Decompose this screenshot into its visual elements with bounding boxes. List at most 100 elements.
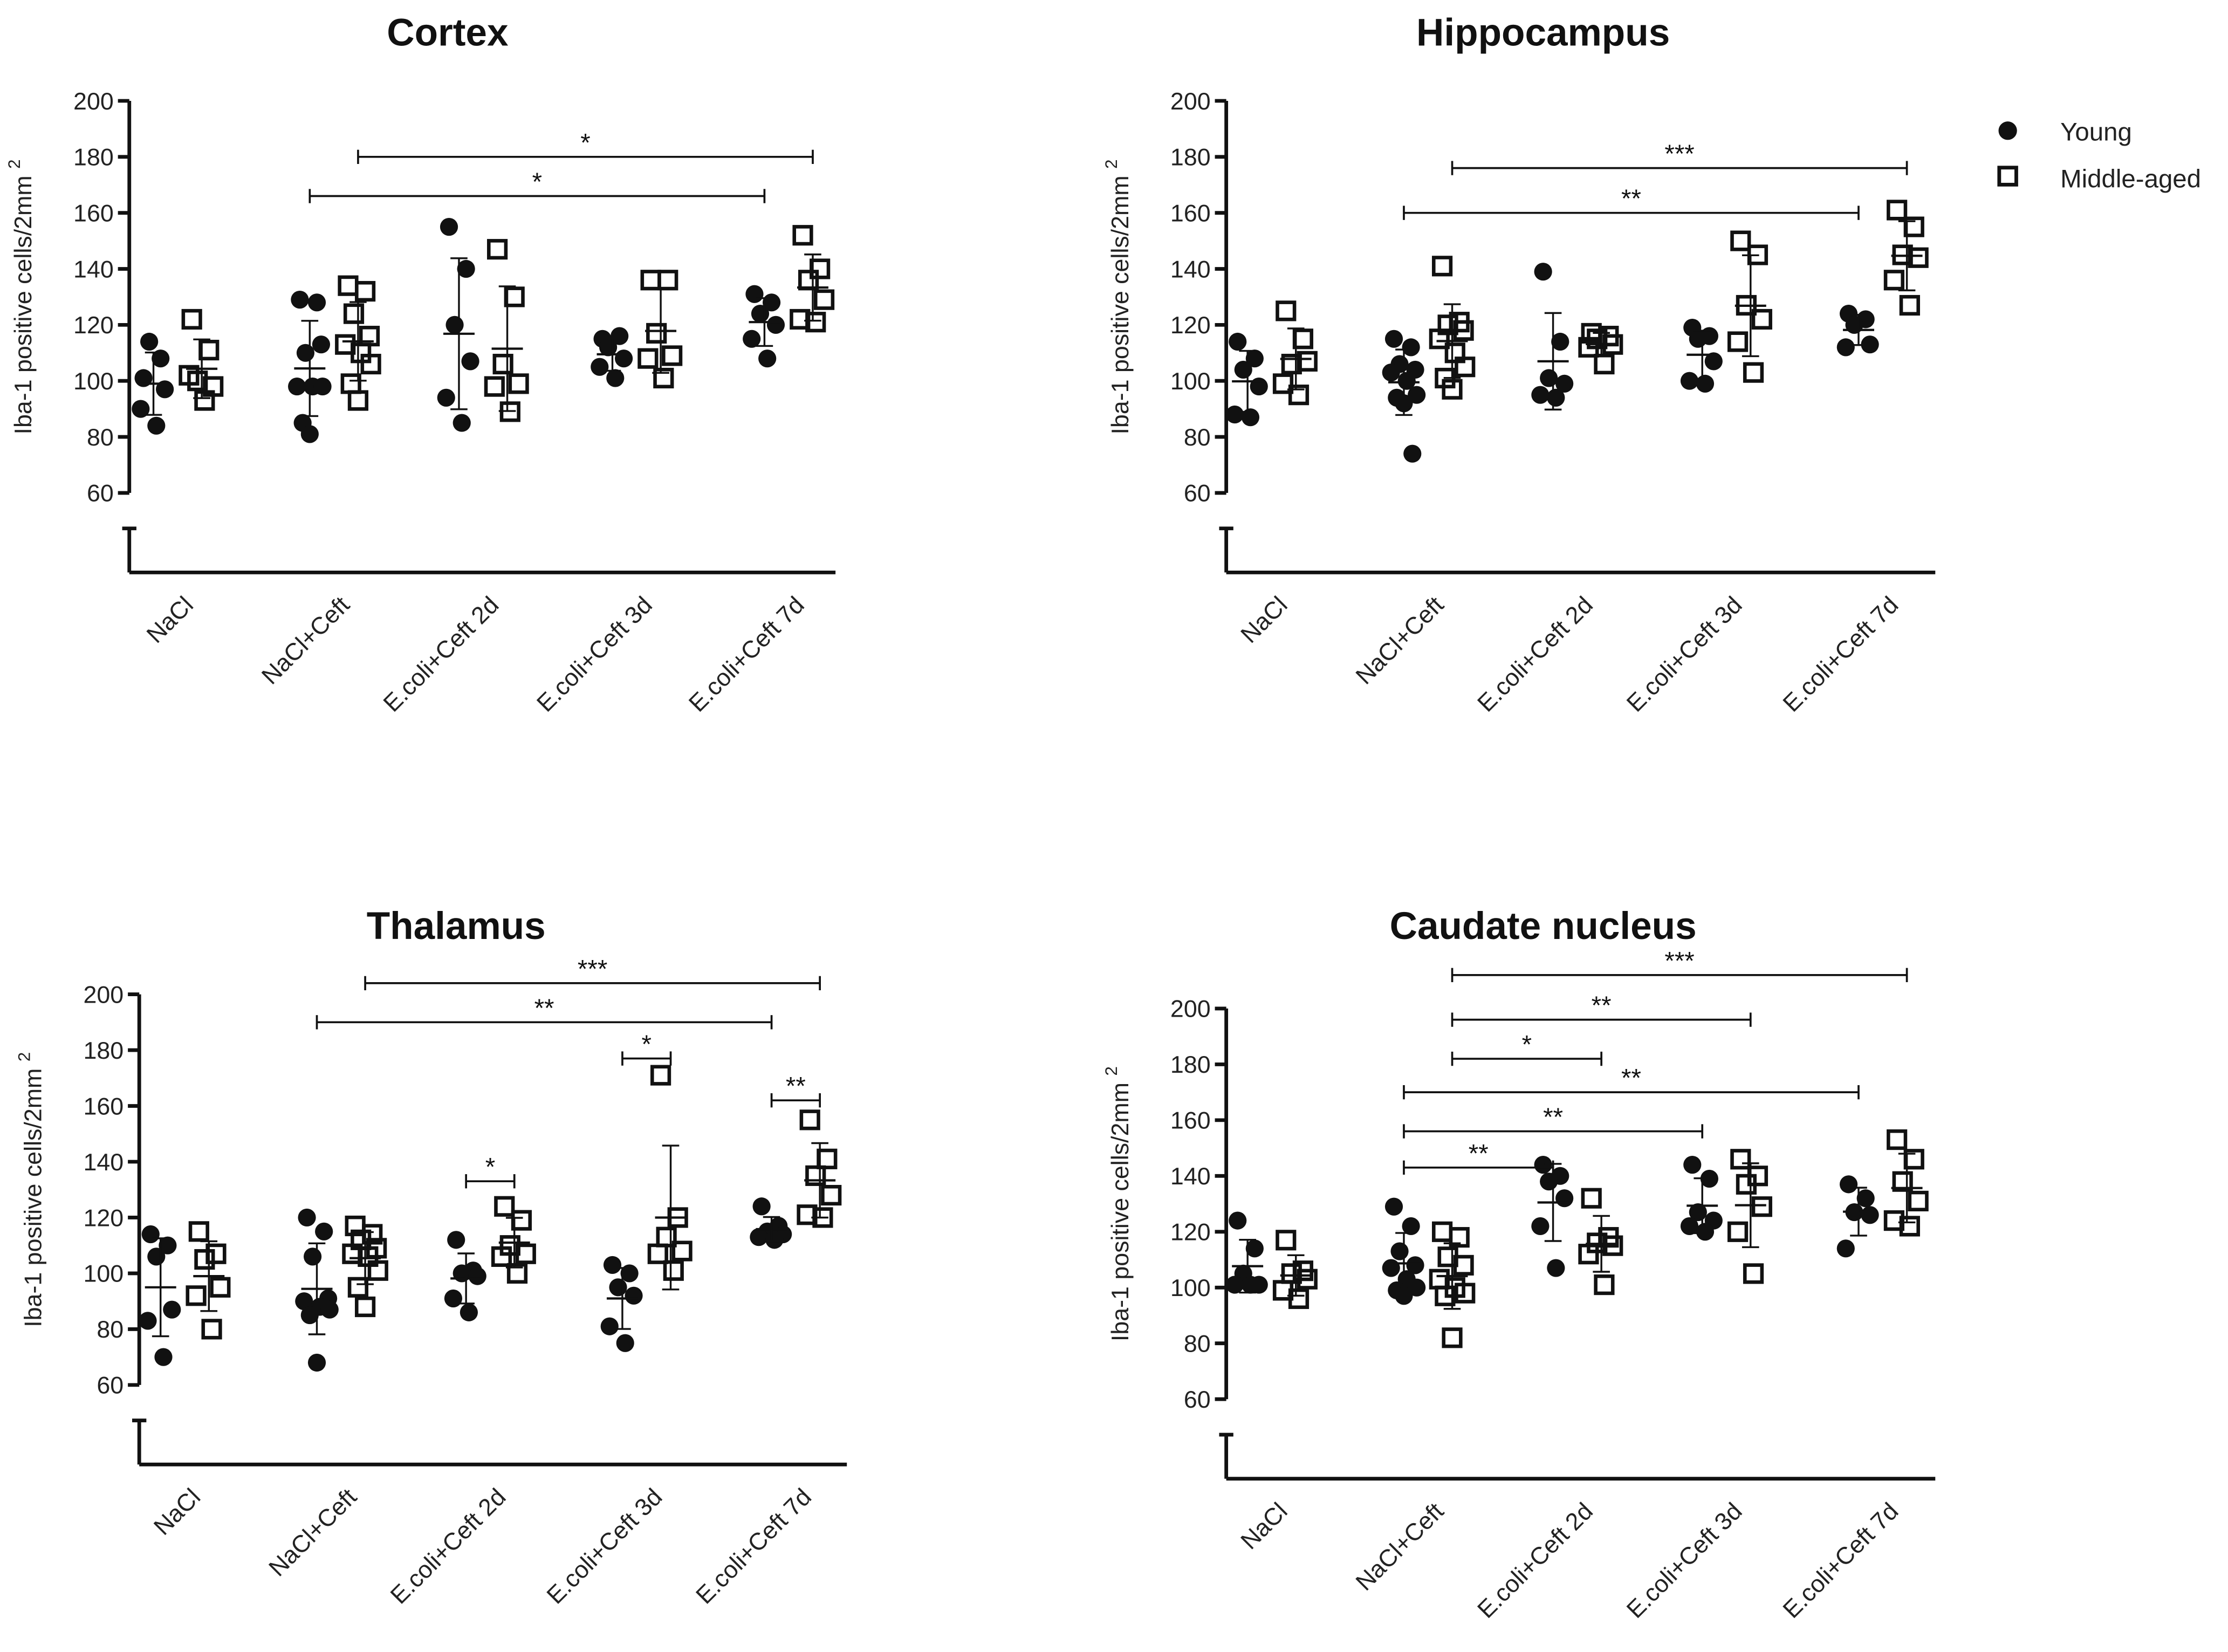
data-point-young	[132, 400, 150, 418]
y-tick-label: 180	[73, 144, 114, 171]
x-category-label: NaCl	[148, 1483, 205, 1540]
data-point-middle-aged	[1578, 1244, 1599, 1265]
panel-title: Thalamus	[367, 905, 546, 948]
y-axis-label-superscript: 2	[1101, 1066, 1121, 1076]
data-point-middle-aged	[1435, 1285, 1456, 1306]
data-point-young	[591, 358, 609, 376]
x-category-label: E.coli+Ceft 7d	[1778, 591, 1903, 717]
legend: Young Middle-aged	[1997, 118, 2201, 194]
y-axis-label-superscript: 2	[1101, 159, 1121, 169]
data-point-young	[745, 285, 764, 303]
data-point-young	[312, 335, 331, 354]
data-point-young	[147, 416, 166, 435]
data-point-young	[453, 414, 471, 432]
x-category-label: E.coli+Ceft 3d	[532, 591, 657, 717]
data-point-middle-aged	[817, 1148, 838, 1169]
data-point-young	[1680, 1217, 1699, 1236]
data-point-middle-aged	[799, 1109, 820, 1130]
data-point-young	[437, 388, 455, 407]
data-point-middle-aged	[662, 345, 683, 366]
data-point-middle-aged	[194, 1249, 215, 1270]
data-point-middle-aged	[1297, 1269, 1318, 1290]
data-point-young	[743, 330, 761, 348]
data-point-middle-aged	[1453, 320, 1474, 341]
y-tick-label: 180	[83, 1037, 124, 1064]
y-axis-label: Iba-1 positive cells/2mm 2	[14, 1052, 46, 1327]
data-point-young	[1384, 330, 1403, 348]
data-point-young	[440, 218, 458, 236]
y-tick-label: 60	[87, 480, 114, 507]
data-point-middle-aged	[367, 1260, 388, 1281]
data-point-middle-aged	[647, 1243, 668, 1264]
x-category-label: E.coli+Ceft 7d	[684, 591, 810, 717]
data-point-young	[606, 369, 625, 387]
data-point-middle-aged	[347, 1277, 369, 1298]
y-tick-label: 80	[97, 1316, 124, 1343]
x-category-label: NaCl	[141, 591, 198, 648]
data-point-young	[600, 1317, 619, 1335]
data-point-middle-aged	[653, 367, 674, 389]
x-category-label: E.coli+Ceft 2d	[1472, 591, 1598, 717]
data-point-middle-aged	[1594, 353, 1615, 375]
data-point-young	[147, 1247, 166, 1266]
data-point-middle-aged	[1431, 1221, 1453, 1242]
data-point-young	[1551, 332, 1569, 351]
data-point-middle-aged	[650, 1065, 671, 1086]
data-point-middle-aged	[362, 1224, 383, 1245]
data-point-young	[1856, 1189, 1875, 1208]
y-tick-label: 160	[1170, 200, 1211, 227]
data-point-middle-aged	[821, 1184, 842, 1206]
x-category-label: NaCl	[1236, 591, 1293, 648]
significance-label: *	[580, 128, 590, 157]
data-point-young	[1241, 1276, 1260, 1294]
data-point-young	[1229, 332, 1247, 351]
y-tick-label: 80	[87, 424, 114, 451]
data-point-young	[1225, 1276, 1244, 1294]
data-point-middle-aged	[1297, 351, 1318, 372]
data-point-young	[1547, 388, 1565, 407]
data-point-middle-aged	[1272, 373, 1294, 394]
y-tick-label: 200	[1170, 996, 1211, 1023]
y-tick-label: 100	[83, 1260, 124, 1287]
data-point-young	[1245, 1239, 1264, 1258]
data-point-young	[1836, 338, 1855, 357]
data-point-middle-aged	[1908, 247, 1929, 268]
data-point-young	[1245, 349, 1264, 368]
significance-label: ***	[578, 955, 607, 983]
y-axis-label: Iba-1 positive cells/2mm 2	[1101, 159, 1134, 434]
data-point-young	[611, 327, 629, 345]
x-category-label: E.coli+Ceft 7d	[1778, 1498, 1903, 1623]
legend-young-label: Young	[2060, 118, 2132, 147]
data-point-middle-aged	[1743, 1263, 1764, 1284]
data-point-middle-aged	[1887, 200, 1908, 221]
data-point-middle-aged	[515, 1243, 536, 1264]
data-point-young	[1540, 1173, 1558, 1191]
data-point-middle-aged	[1743, 362, 1764, 383]
data-point-middle-aged	[1288, 385, 1310, 406]
data-point-middle-aged	[1442, 379, 1463, 400]
data-point-middle-aged	[486, 239, 508, 260]
y-tick-label: 120	[1170, 312, 1211, 339]
data-point-middle-aged	[640, 270, 661, 291]
y-tick-label: 160	[83, 1093, 124, 1120]
data-point-middle-aged	[1727, 1221, 1749, 1242]
data-point-young	[1531, 386, 1550, 404]
data-point-middle-aged	[1908, 1190, 1929, 1211]
data-point-middle-aged	[646, 323, 667, 344]
y-tick-label: 140	[1170, 256, 1211, 283]
data-point-middle-aged	[1455, 357, 1476, 378]
data-point-young	[1696, 1223, 1715, 1241]
data-point-middle-aged	[1288, 1288, 1310, 1310]
data-point-young	[603, 1256, 622, 1274]
y-tick-label: 80	[1184, 1331, 1211, 1358]
data-point-middle-aged	[1899, 294, 1920, 316]
data-point-middle-aged	[491, 1246, 512, 1267]
significance-label: *	[485, 1153, 495, 1182]
data-point-young	[1402, 1217, 1420, 1236]
data-point-young	[1861, 335, 1879, 354]
data-point-middle-aged	[637, 348, 659, 369]
y-tick-label: 60	[97, 1372, 124, 1399]
data-point-young	[1382, 364, 1400, 382]
data-point-young	[620, 1264, 639, 1283]
